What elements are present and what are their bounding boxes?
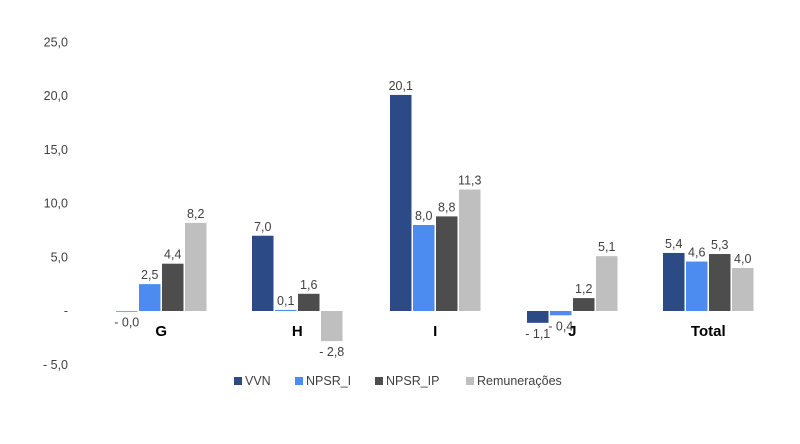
bar-npsr_ip-i xyxy=(436,216,458,311)
category-label: G xyxy=(155,323,167,340)
bar-vvn-total xyxy=(663,252,685,311)
bar-remunerações-i xyxy=(459,189,481,311)
category-label: J xyxy=(568,323,576,340)
bar-npsr_i-j xyxy=(550,311,572,316)
legend-swatch xyxy=(375,377,383,385)
bar-npsr_ip-j xyxy=(573,298,595,311)
y-tick-label: 20,0 xyxy=(44,89,68,103)
data-labels: - 0,0 7,0 20,1 - 1,1 5,4 2,5 0,1 8,0 - 0,4 4,6 4,4… xyxy=(114,79,751,359)
legend-label: VVN xyxy=(245,374,271,388)
category-label: I xyxy=(433,323,437,340)
bar-vvn-j xyxy=(527,311,549,323)
legend-label: NPSR_I xyxy=(306,374,351,388)
legend-label: Remunerações xyxy=(477,374,562,388)
data-label: 5,1 xyxy=(598,240,615,254)
bar-vvn-i xyxy=(390,94,412,311)
legend: VVN NPSR_I NPSR_IP Remunerações xyxy=(234,374,562,388)
data-label: 5,4 xyxy=(665,237,682,251)
category-labels: G H I J Total xyxy=(155,323,725,340)
bar-vvn-g xyxy=(116,311,138,312)
bar-vvn-h xyxy=(252,235,274,311)
data-label: 0,1 xyxy=(277,294,294,308)
data-label: 8,8 xyxy=(438,200,455,214)
bar-npsr_ip-g xyxy=(162,263,184,311)
y-axis: 25,0 20,0 15,0 10,0 5,0 - - 5,0 xyxy=(43,35,68,372)
bar-remunerações-total xyxy=(732,268,754,311)
data-label: 20,1 xyxy=(389,79,413,93)
bar-remunerações-j xyxy=(596,256,618,311)
data-label: - 1,1 xyxy=(525,327,550,341)
bar-remunerações-h xyxy=(321,311,343,342)
bar-npsr_i-g xyxy=(139,284,161,311)
y-tick-label: 15,0 xyxy=(44,143,68,157)
data-label: 1,2 xyxy=(575,282,592,296)
legend-swatch xyxy=(295,377,303,385)
bar-npsr_i-h xyxy=(275,309,297,311)
data-label: 8,2 xyxy=(187,207,204,221)
y-tick-label: 10,0 xyxy=(44,197,68,211)
legend-label: NPSR_IP xyxy=(386,374,440,388)
category-label: H xyxy=(292,323,303,340)
category-label: Total xyxy=(691,323,726,340)
data-label: - 2,8 xyxy=(319,345,344,359)
data-label: 1,6 xyxy=(300,278,317,292)
y-tick-label: 5,0 xyxy=(51,250,68,264)
y-tick-label: - 5,0 xyxy=(43,358,68,372)
legend-swatch xyxy=(466,377,474,385)
bar-npsr_ip-total xyxy=(709,254,731,311)
data-label: 4,0 xyxy=(734,252,751,266)
data-label: 4,6 xyxy=(688,246,705,260)
data-label: 4,4 xyxy=(164,248,181,262)
bars xyxy=(116,94,754,342)
data-label: - 0,0 xyxy=(114,315,139,329)
bar-remunerações-g xyxy=(185,222,207,311)
data-label: 7,0 xyxy=(254,220,271,234)
bar-npsr_i-total xyxy=(686,261,708,311)
data-label: - 0,4 xyxy=(548,319,573,333)
data-label: 5,3 xyxy=(711,238,728,252)
data-label: 8,0 xyxy=(415,209,432,223)
bar-npsr_ip-h xyxy=(298,293,320,311)
y-tick-label: 25,0 xyxy=(44,35,68,49)
bar-npsr_i-i xyxy=(413,225,435,311)
data-label: 11,3 xyxy=(458,174,481,188)
y-tick-label: - xyxy=(64,304,68,318)
data-label: 2,5 xyxy=(141,268,158,282)
legend-swatch xyxy=(234,377,242,385)
